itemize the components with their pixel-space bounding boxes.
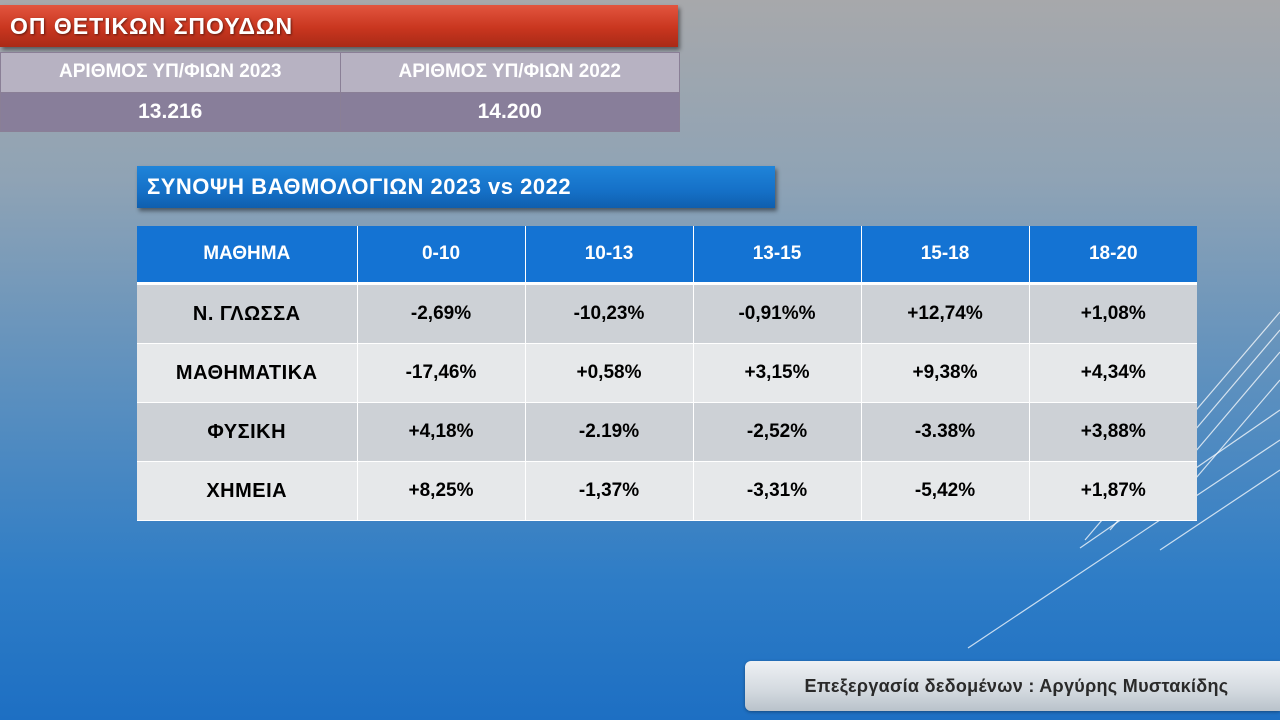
value-cell: -2,69% xyxy=(357,283,526,344)
stats-value-2023: 13.216 xyxy=(0,91,341,132)
value-cell: -2,52% xyxy=(693,402,862,462)
value-cell: -10,23% xyxy=(525,283,694,344)
header-subject: ΜΑΘΗΜΑ xyxy=(137,226,358,285)
header-range-13-15: 13-15 xyxy=(693,226,862,285)
value-cell: -2.19% xyxy=(525,402,694,462)
table-row: ΧΗΜΕΙΑ +8,25% -1,37% -3,31% -5,42% +1,87… xyxy=(137,461,1197,521)
summary-title-banner: ΣΥΝΟΨΗ ΒΑΘΜΟΛΟΓΙΩΝ 2023 vs 2022 xyxy=(137,166,775,208)
header-range-18-20: 18-20 xyxy=(1029,226,1197,285)
section-title-banner: ΟΠ ΘΕΤΙΚΩΝ ΣΠΟΥΔΩΝ xyxy=(0,5,678,47)
value-cell: -1,37% xyxy=(525,461,694,521)
value-cell: -17,46% xyxy=(357,343,526,403)
value-cell: +1,87% xyxy=(1029,461,1197,521)
stats-header-2022: ΑΡΙΘΜΟΣ ΥΠ/ΦΙΩΝ 2022 xyxy=(339,52,680,93)
header-range-15-18: 15-18 xyxy=(861,226,1030,285)
table-row: Ν. ΓΛΩΣΣΑ -2,69% -10,23% -0,91%% +12,74%… xyxy=(137,283,1197,344)
value-cell: +1,08% xyxy=(1029,283,1197,344)
value-cell: +0,58% xyxy=(525,343,694,403)
subject-cell: ΧΗΜΕΙΑ xyxy=(137,461,358,521)
subject-cell: Ν. ΓΛΩΣΣΑ xyxy=(137,283,358,344)
table-row: ΦΥΣΙΚΗ +4,18% -2.19% -2,52% -3.38% +3,88… xyxy=(137,402,1197,462)
table-row: ΜΑΘΗΜΑΤΙΚΑ -17,46% +0,58% +3,15% +9,38% … xyxy=(137,343,1197,403)
header-range-0-10: 0-10 xyxy=(357,226,526,285)
stats-header-2023: ΑΡΙΘΜΟΣ ΥΠ/ΦΙΩΝ 2023 xyxy=(0,52,341,93)
value-cell: -3.38% xyxy=(861,402,1030,462)
candidates-stats-table: ΑΡΙΘΜΟΣ ΥΠ/ΦΙΩΝ 2023 ΑΡΙΘΜΟΣ ΥΠ/ΦΙΩΝ 202… xyxy=(0,52,680,132)
stats-value-2022: 14.200 xyxy=(339,91,680,132)
header-range-10-13: 10-13 xyxy=(525,226,694,285)
grades-comparison-table: ΜΑΘΗΜΑ 0-10 10-13 13-15 15-18 18-20 Ν. Γ… xyxy=(137,226,1197,521)
value-cell: +8,25% xyxy=(357,461,526,521)
subject-cell: ΦΥΣΙΚΗ xyxy=(137,402,358,462)
credit-footer: Επεξεργασία δεδομένων : Αργύρης Μυστακίδ… xyxy=(745,661,1280,711)
value-cell: +3,88% xyxy=(1029,402,1197,462)
value-cell: -3,31% xyxy=(693,461,862,521)
value-cell: +4,18% xyxy=(357,402,526,462)
value-cell: -5,42% xyxy=(861,461,1030,521)
value-cell: +12,74% xyxy=(861,283,1030,344)
value-cell: +9,38% xyxy=(861,343,1030,403)
subject-cell: ΜΑΘΗΜΑΤΙΚΑ xyxy=(137,343,358,403)
value-cell: -0,91%% xyxy=(693,283,862,344)
value-cell: +3,15% xyxy=(693,343,862,403)
value-cell: +4,34% xyxy=(1029,343,1197,403)
